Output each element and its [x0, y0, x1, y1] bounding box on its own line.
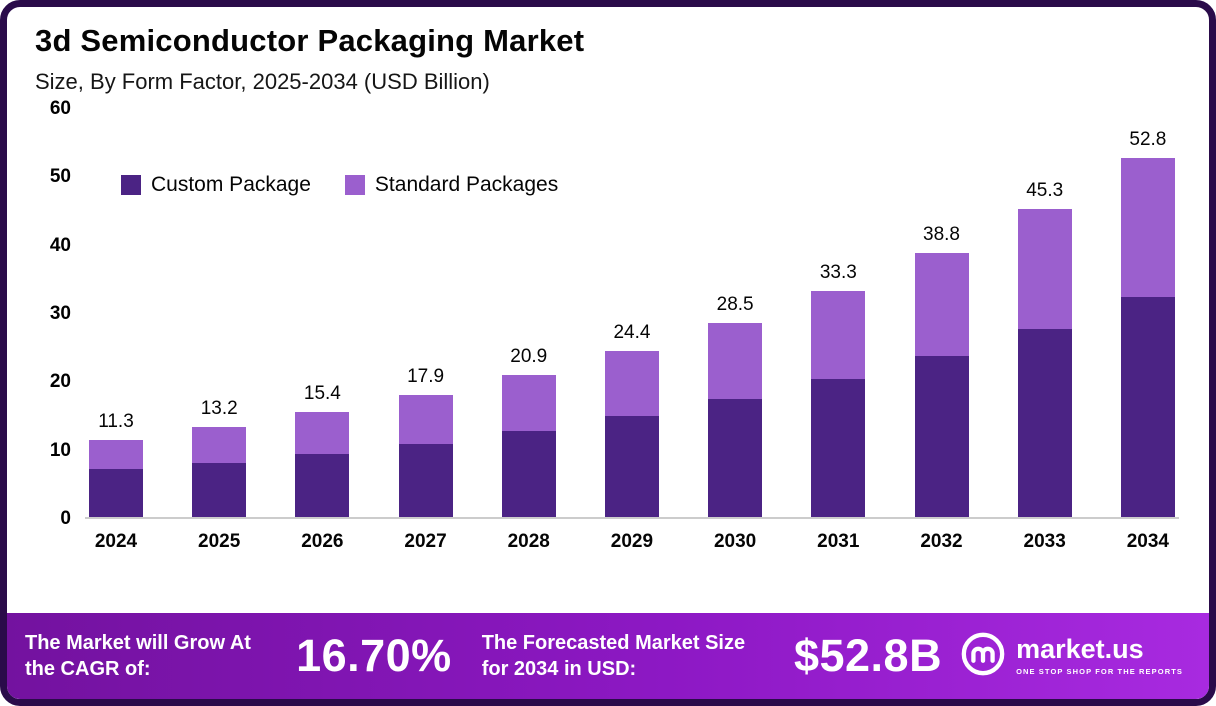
bar-total-label: 24.4 — [613, 322, 651, 344]
bar-segment-standard-packages — [811, 290, 866, 379]
bar-segment-custom-package — [295, 453, 350, 517]
y-tick-label: 50 — [49, 166, 71, 188]
bar-total-label: 20.9 — [510, 345, 548, 367]
bar-segment-custom-package — [604, 416, 659, 517]
x-axis-label: 2030 — [713, 531, 757, 552]
y-tick-label: 30 — [49, 303, 71, 324]
bar-group: 38.8 — [914, 109, 969, 517]
bar-segment-standard-packages — [398, 395, 453, 444]
header: 3d Semiconductor Packaging Market Size, … — [7, 7, 1209, 95]
bar-total-label: 13.2 — [200, 398, 238, 420]
legend-item-standard-packages: Standard Packages — [344, 173, 559, 197]
x-axis-label: 2034 — [1126, 531, 1170, 552]
bar-segment-custom-package — [1017, 328, 1072, 517]
bar-segment-custom-package — [501, 430, 556, 517]
x-axis-labels: 2024 2025 2026 2027 2028 2029 2030 2031 2032 2033… — [85, 519, 1179, 553]
bar-segment-custom-package — [708, 398, 763, 517]
logo-text: market.us ONE STOP SHOP FOR THE REPORTS — [1016, 634, 1183, 677]
chart-section: 0 10 20 30 40 50 60 Custom Package Standard Pa… — [7, 95, 1209, 613]
plot-area: Custom Package Standard Packages 11.3 13.… — [85, 109, 1179, 519]
bar-group: 20.9 — [501, 109, 556, 517]
legend-swatch-standard-packages — [344, 175, 365, 195]
x-axis-label: 2033 — [1023, 531, 1066, 552]
y-tick-label: 10 — [49, 439, 71, 461]
bar-segment-custom-package — [89, 469, 143, 517]
bar-group: 45.3 — [1017, 109, 1072, 517]
x-axis-label: 2029 — [610, 531, 654, 552]
bar-group: 28.5 — [708, 109, 763, 517]
bar-group: 15.4 — [295, 109, 350, 517]
cagr-label: The Market will Grow At the CAGR of: — [25, 632, 251, 680]
y-tick-label: 60 — [49, 98, 71, 119]
bar-segment-standard-packages — [914, 253, 969, 356]
bar-segment-custom-package — [811, 378, 866, 517]
page-title: 3d Semiconductor Packaging Market — [35, 23, 585, 58]
bar-segment-standard-packages — [708, 323, 763, 399]
x-axis-label: 2028 — [507, 531, 550, 552]
bar-segment-custom-package — [398, 443, 453, 517]
x-axis-label: 2031 — [817, 531, 860, 552]
bar-group: 17.9 — [398, 109, 453, 517]
bar-group: 13.2 — [192, 109, 247, 517]
y-tick-label: 20 — [49, 371, 71, 393]
legend-item-custom-package: Custom Package — [121, 173, 311, 197]
x-axis-label: 2024 — [94, 531, 138, 552]
bar-total-label: 33.3 — [819, 261, 857, 283]
bar-group: 24.4 — [604, 109, 659, 517]
marketus-logo: market.us ONE STOP SHOP FOR THE REPORTS — [960, 631, 1183, 682]
plot-row: 0 10 20 30 40 50 60 Custom Package Standard Pa… — [23, 98, 1179, 529]
bar-segment-custom-package — [192, 462, 247, 517]
legend-swatch-custom-package — [121, 175, 141, 195]
bar-total-label: 15.4 — [303, 383, 341, 405]
logo-tagline: ONE STOP SHOP FOR THE REPORTS — [1016, 667, 1183, 676]
bar-group: 33.3 — [811, 109, 866, 517]
forecast-label: The Forecasted Market Size for 2034 in U… — [481, 632, 746, 680]
bar-segment-standard-packages — [1017, 208, 1072, 329]
bar-total-label: 45.3 — [1026, 179, 1064, 201]
logo-name: market.us — [1016, 634, 1144, 664]
bar-group: 11.3 — [89, 109, 143, 517]
y-tick-label: 40 — [49, 234, 71, 256]
footer-banner: The Market will Grow At the CAGR of: 16.… — [7, 613, 1209, 699]
legend: Custom Package Standard Packages — [121, 173, 558, 197]
bar-segment-standard-packages — [1120, 157, 1175, 298]
x-axis-label: 2027 — [404, 531, 447, 552]
bar-segment-standard-packages — [89, 440, 143, 470]
bar-total-label: 28.5 — [716, 294, 754, 316]
bar-segment-standard-packages — [501, 374, 556, 431]
page-subtitle: Size, By Form Factor, 2025-2034 (USD Bil… — [35, 69, 490, 94]
bar-group: 52.8 — [1120, 109, 1175, 517]
bar-total-label: 17.9 — [407, 366, 445, 388]
bar-total-label: 38.8 — [923, 224, 960, 246]
y-axis: 0 10 20 30 40 50 60 — [23, 98, 85, 529]
x-axis-label: 2026 — [301, 531, 344, 552]
bar-segment-standard-packages — [295, 412, 350, 454]
legend-label: Standard Packages — [374, 173, 559, 196]
x-axis-label: 2025 — [198, 531, 241, 552]
y-tick-label: 0 — [60, 508, 71, 529]
forecast-value: $52.8B — [793, 630, 943, 681]
marketus-logo-icon — [960, 631, 1006, 682]
bar-segment-custom-package — [914, 355, 969, 517]
cagr-value: 16.70% — [296, 630, 452, 681]
bar-total-label: 52.8 — [1129, 128, 1167, 150]
bar-segment-standard-packages — [192, 427, 247, 463]
bar-segment-standard-packages — [604, 351, 659, 417]
bar-segment-custom-package — [1120, 297, 1175, 517]
legend-label: Custom Package — [151, 173, 311, 196]
bar-total-label: 11.3 — [98, 411, 134, 433]
x-axis-label: 2032 — [920, 531, 963, 552]
